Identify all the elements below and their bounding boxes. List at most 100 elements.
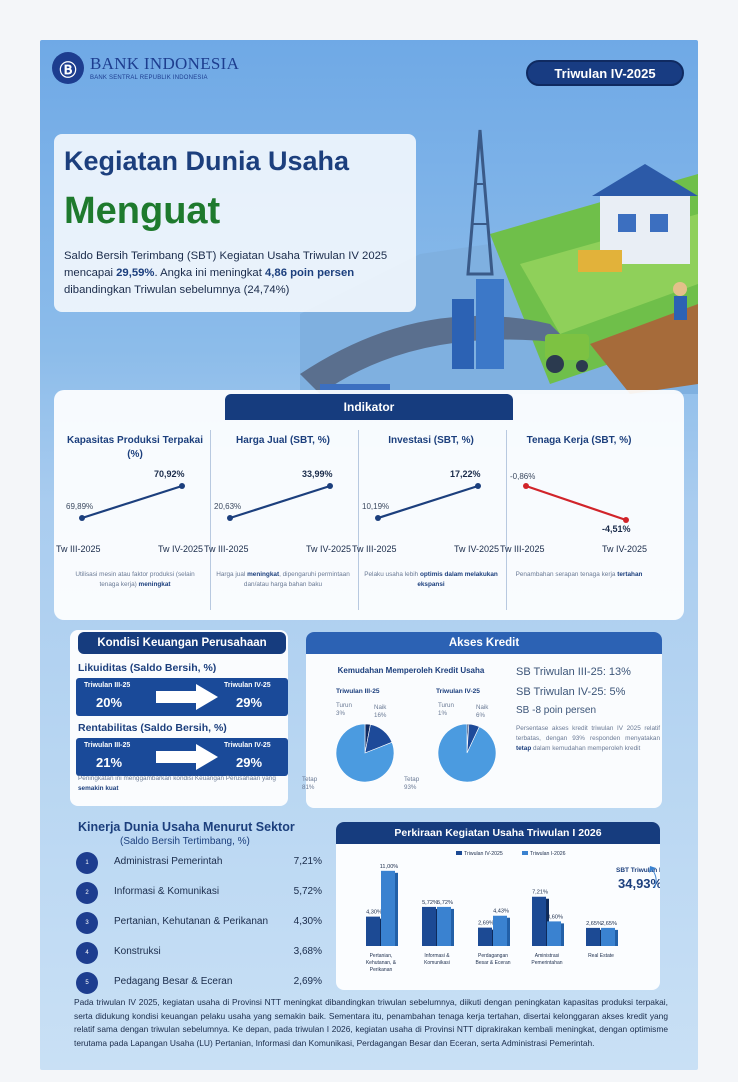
indicator-trend-line <box>377 484 479 520</box>
sector-row: 4 Konstruksi 3,68% <box>70 940 332 966</box>
bar-side <box>615 929 618 946</box>
bar-value-label: 3,60% <box>547 914 563 920</box>
pie-naik-label: Naik 6% <box>476 704 489 719</box>
indicator-value-start: 69,89% <box>66 502 93 511</box>
pie-tetap-label: Tetap 93% <box>404 776 420 791</box>
bank-logo-icon: Ⓑ <box>52 52 84 84</box>
sector-rank-badge: 1 <box>76 852 98 874</box>
sector-name: Konstruksi <box>114 946 161 957</box>
liquidity-bar: Triwulan III-25 20% Triwulan IV-25 29% <box>76 678 288 716</box>
indicator-point-start <box>79 515 85 521</box>
sector-name: Pedagang Besar & Eceran <box>114 976 233 987</box>
credit-pie <box>437 723 497 783</box>
bar <box>601 927 615 946</box>
indicator-column: Harga Jual (SBT, %) 20,63% 33,99% Tw III-20… <box>204 426 356 614</box>
indicator-divider <box>506 430 507 610</box>
indicator-description: Penambahan serapan tenaga kerja tertahan <box>515 571 643 578</box>
category-label: Komunikasi <box>424 960 450 966</box>
indicator-divider <box>210 430 211 610</box>
indicator-value-start: 20,63% <box>214 502 241 511</box>
indicator-point-end <box>327 483 333 489</box>
forecast-chart: Triwulan IV-2025 Triwulan I-2026 4,30% 5,72… <box>366 851 660 973</box>
indicator-value-end: 70,92% <box>154 470 185 479</box>
category-label: Pemerintahan <box>531 960 562 966</box>
sector-rank-badge: 3 <box>76 912 98 934</box>
indicator-line-chart: 69,89% 70,92% <box>66 470 185 521</box>
pie-turun-label: Turun 3% <box>336 702 352 717</box>
pie-period-label: Triwulan IV-25 <box>436 688 480 695</box>
indicator-line-chart: 10,19% 17,22% <box>362 470 481 521</box>
indicator-point-end <box>623 517 629 523</box>
bar <box>547 921 561 946</box>
indicator-heading: Indikator <box>225 394 513 420</box>
financial-condition-card <box>70 630 288 806</box>
sector-rank-badge: 2 <box>76 882 98 904</box>
sector-title: Kinerja Dunia Usaha Menurut Sektor <box>78 820 295 834</box>
category-label: Besar & Eceran <box>475 960 510 966</box>
sbt-forecast-value: 34,93% <box>618 876 660 891</box>
summary-paragraph: Pada triwulan IV 2025, kegiatan usaha di… <box>74 997 668 1048</box>
sector-row: 1 Administrasi Pemerintah 7,21% <box>70 850 332 876</box>
x-label-end: Tw IV-2025 <box>602 544 648 554</box>
bar-value-label: 2,65% <box>586 921 602 927</box>
pie-turun-label: Turun 1% <box>438 702 454 717</box>
sb-change: SB -8 poin persen <box>516 705 597 716</box>
x-label-start: Tw III-2025 <box>352 544 397 554</box>
liquidity-to: 29% <box>236 695 263 710</box>
indicator-title: Tenaga Kerja (SBT, %) <box>526 435 632 446</box>
liquidity-from: 20% <box>96 695 123 710</box>
sb-q3: SB Triwulan III-25: 13% <box>516 666 631 678</box>
indicator-title: Harga Jual (SBT, %) <box>236 435 330 446</box>
credit-access-heading: Akses Kredit <box>306 632 662 654</box>
x-label-end: Tw IV-2025 <box>454 544 500 554</box>
indicator-column: Kapasitas Produksi Terpakai (%) 69,89% 70,… <box>56 426 208 614</box>
bar <box>422 906 436 946</box>
indicator-divider <box>358 430 359 610</box>
bar-value-label: 5,72% <box>437 900 453 906</box>
credit-access-subheading: Kemudahan Memperoleh Kredit Usaha <box>337 666 485 675</box>
indicator-value-end: 33,99% <box>302 470 333 479</box>
bar-side <box>451 908 454 946</box>
x-label-start: Tw III-2025 <box>500 544 545 554</box>
sector-rank-badge: 4 <box>76 942 98 964</box>
hero-card <box>54 134 416 312</box>
bank-subtitle: BANK SENTRAL REPUBLIK INDONESIA <box>90 75 208 81</box>
financial-condition-note: Peningkatan ini menggambarkan kondisi Ke… <box>78 775 276 792</box>
x-label-start: Tw III-2025 <box>56 544 101 554</box>
legend-label: Triwulan I-2026 <box>530 851 566 857</box>
forecast-heading: Perkiraan Kegiatan Usaha Triwulan I 2026 <box>336 822 660 844</box>
indicator-description: Utilisasi mesin atau faktor produksi (se… <box>75 571 195 588</box>
sector-name: Pertanian, Kehutanan & Perikanan <box>114 916 268 927</box>
bar <box>366 916 380 946</box>
legend-label: Triwulan IV-2025 <box>464 851 503 857</box>
bar <box>478 927 492 946</box>
sector-value: 5,72% <box>293 886 322 897</box>
bar <box>586 927 600 946</box>
bar <box>381 870 395 946</box>
bar <box>437 906 451 946</box>
pie-slice-tetap <box>437 723 497 783</box>
indicator-trend-line <box>229 484 331 520</box>
indicator-value-end: -4,51% <box>602 524 631 534</box>
pie-period-label: Triwulan III-25 <box>336 688 380 695</box>
bar-side <box>561 923 564 946</box>
bar-side <box>507 917 510 946</box>
legend-swatch <box>522 851 528 855</box>
intro-text: Saldo Bersih Terimbang (SBT) Kegiatan Us… <box>64 250 388 296</box>
indicator-description: Harga jual meningkat, dipengaruhi permin… <box>216 571 350 588</box>
bank-name: BANK INDONESIA <box>90 54 240 73</box>
pie-tetap-label: Tetap 81% <box>302 776 318 791</box>
infographic-page: Ⓑ BANK INDONESIA BANK SENTRAL REPUBLIK I… <box>40 40 698 1070</box>
profitability-to: 29% <box>236 755 263 770</box>
category-label: Perdagangan <box>478 953 508 959</box>
indicator-column: Tenaga Kerja (SBT, %) -0,86% -4,51% Tw III-… <box>500 426 652 614</box>
sector-subtitle: (Saldo Bersih Tertimbang, %) <box>120 836 250 847</box>
sector-row: 5 Pedagang Besar & Eceran 2,69% <box>70 970 332 996</box>
indicator-column: Investasi (SBT, %) 10,19% 17,22% Tw III-202… <box>352 426 504 614</box>
sector-value: 4,30% <box>293 916 322 927</box>
indicator-point-end <box>179 483 185 489</box>
bar-value-label: 2,69% <box>478 921 494 927</box>
bar-value-label: 7,21% <box>532 890 548 896</box>
bar <box>532 896 546 946</box>
indicator-point-end <box>475 483 481 489</box>
